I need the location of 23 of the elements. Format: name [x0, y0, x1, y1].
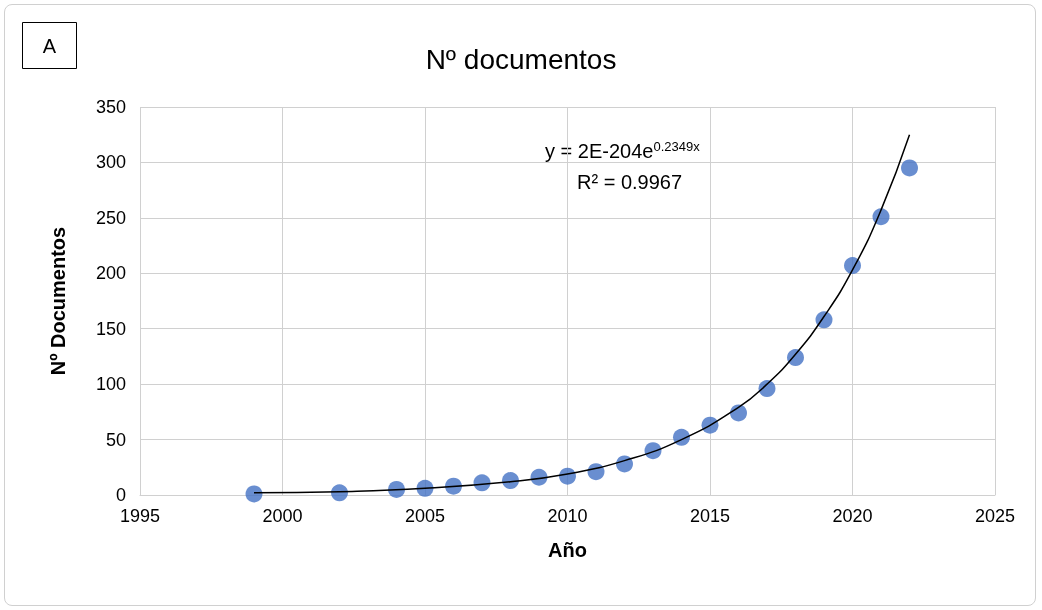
- y-tick-label: 200: [95, 263, 126, 284]
- x-tick-label: 2010: [547, 506, 588, 526]
- text: A: [42, 34, 57, 57]
- point: [901, 159, 918, 177]
- y-tick-label: 300: [95, 152, 126, 173]
- x-tick-label: 1995: [119, 506, 161, 526]
- annotation: R² = 0.9967: [577, 171, 683, 193]
- chart-title: Nº documentos: [425, 43, 617, 75]
- x-tick-label: 2025: [974, 506, 1016, 526]
- y-tick-label: 350: [95, 97, 126, 117]
- x-axis-title: Año: [548, 539, 587, 561]
- x-tick-label: 2005: [404, 506, 446, 526]
- y-tick-label: 250: [95, 207, 126, 228]
- point: [245, 485, 263, 503]
- y-tick-label: 100: [95, 374, 126, 395]
- point: [331, 484, 348, 502]
- x-tick-label: 2000: [262, 506, 303, 526]
- y-tick-label: 150: [95, 318, 126, 339]
- x-tick-label: 2020: [832, 506, 873, 526]
- x-tick-label: 2015: [689, 506, 731, 526]
- y-tick-label: 50: [105, 429, 126, 450]
- y-axis-title: Nº Documentos: [47, 226, 69, 376]
- y-tick-label: 0: [115, 485, 126, 505]
